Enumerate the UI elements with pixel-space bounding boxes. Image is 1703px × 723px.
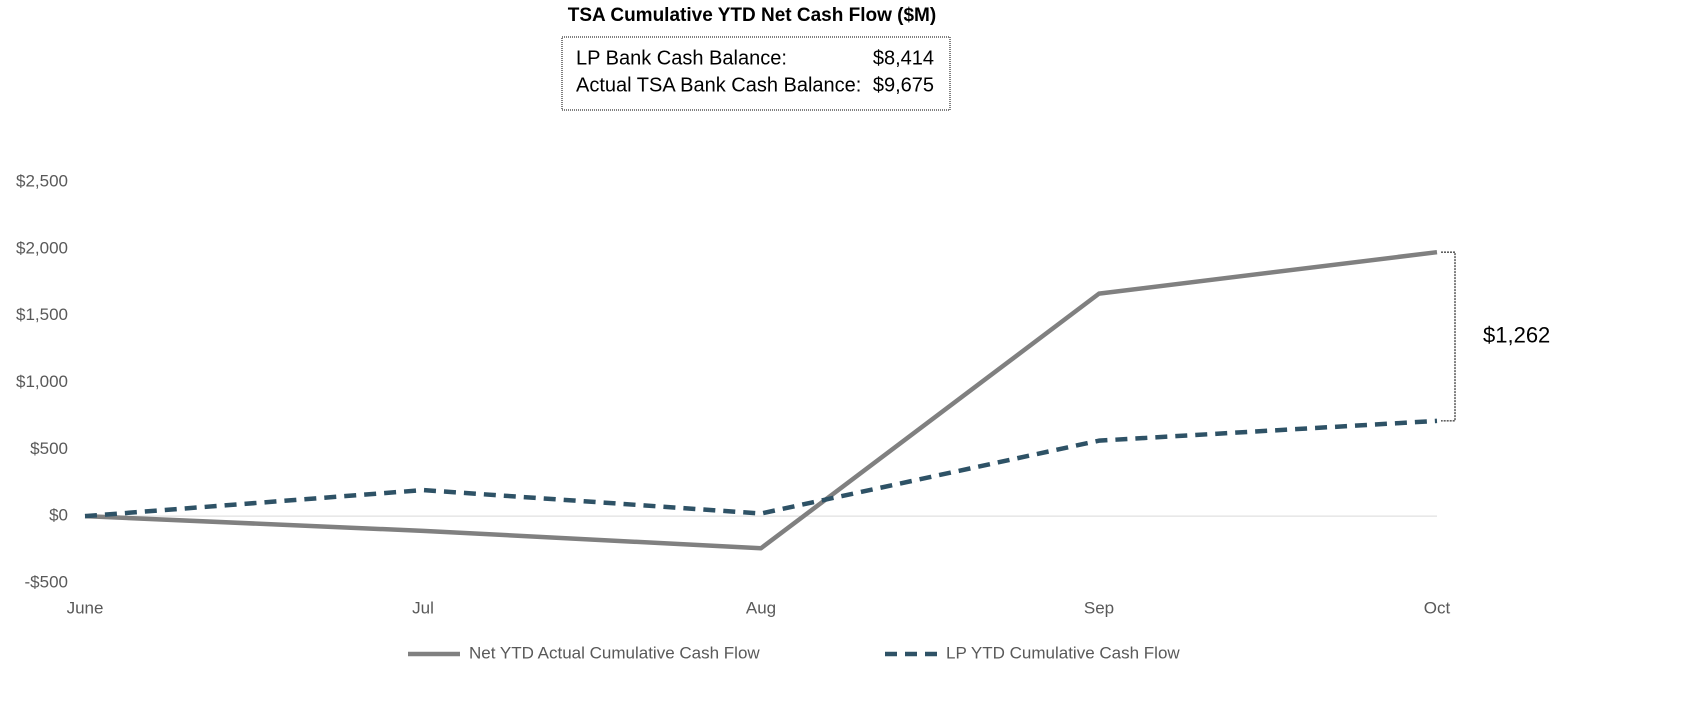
x-tick-label: Aug: [746, 598, 776, 617]
legend-label: Net YTD Actual Cumulative Cash Flow: [469, 643, 760, 662]
info-value: $9,675: [873, 74, 934, 96]
y-tick-label: -$500: [25, 572, 68, 591]
y-tick-label: $2,500: [16, 171, 68, 190]
x-tick-label: Jul: [412, 598, 434, 617]
info-label: LP Bank Cash Balance:: [576, 47, 787, 69]
y-tick-label: $500: [30, 439, 68, 458]
annotation: $1,262: [1483, 322, 1550, 347]
x-tick-label: June: [67, 598, 104, 617]
info-label: Actual TSA Bank Cash Balance:: [576, 74, 861, 96]
x-tick-label: Oct: [1424, 598, 1451, 617]
x-tick-label: Sep: [1084, 598, 1114, 617]
y-tick-label: $1,000: [16, 372, 68, 391]
series-line: [84, 249, 1438, 551]
info-box: [561, 36, 951, 111]
info-value: $8,414: [873, 47, 934, 69]
y-tick-label: $0: [49, 506, 68, 525]
chart-title: TSA Cumulative YTD Net Cash Flow ($M): [568, 5, 936, 26]
annotation-bracket: [1441, 251, 1456, 422]
series-line: [84, 418, 1438, 519]
y-tick-label: $2,000: [16, 238, 68, 257]
y-tick-label: $1,500: [16, 305, 68, 324]
legend-label: LP YTD Cumulative Cash Flow: [946, 643, 1180, 662]
